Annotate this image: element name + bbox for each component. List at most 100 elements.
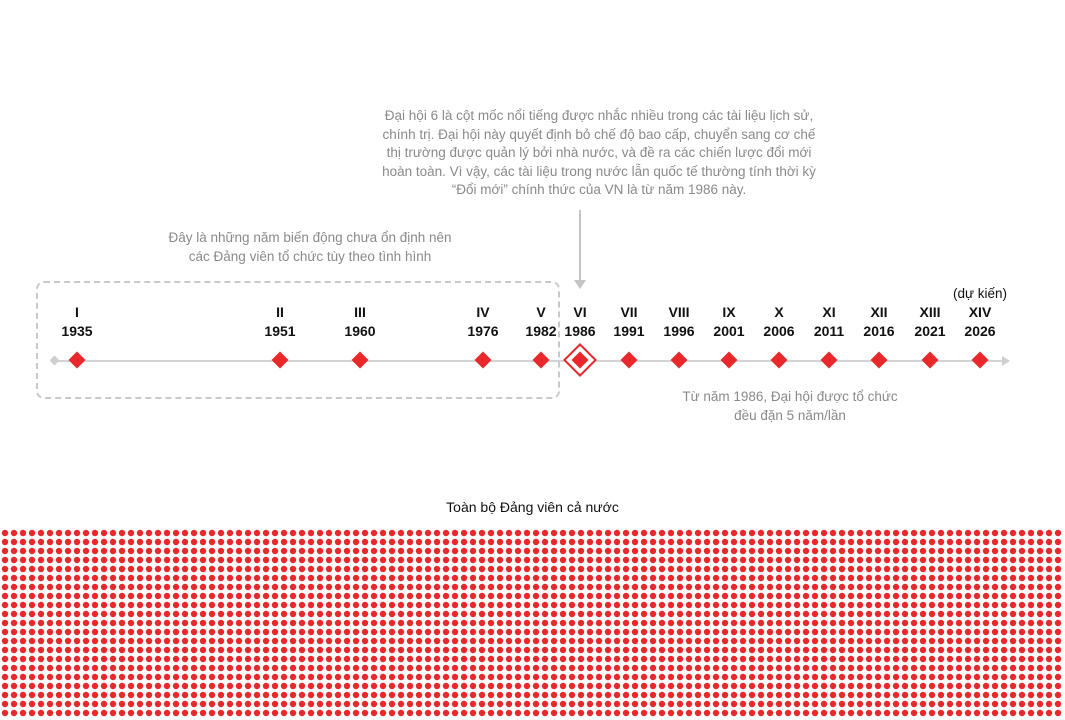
member-dot [685, 556, 693, 564]
member-dot [100, 592, 108, 600]
member-dot [874, 538, 882, 546]
member-dot [379, 601, 387, 609]
member-dot [820, 538, 828, 546]
member-dot [766, 592, 774, 600]
member-dot [496, 646, 504, 654]
member-dot [1018, 592, 1026, 600]
member-dot [217, 700, 225, 708]
member-dot [1045, 565, 1053, 573]
member-dot [982, 556, 990, 564]
member-dot [1036, 709, 1044, 717]
member-dot [730, 547, 738, 555]
member-dot [622, 655, 630, 663]
member-dot [739, 637, 747, 645]
member-dot [73, 610, 81, 618]
member-dot [1045, 664, 1053, 672]
member-dot [586, 637, 594, 645]
member-dot [883, 691, 891, 699]
member-dot [667, 601, 675, 609]
member-dot [928, 547, 936, 555]
member-dot [784, 592, 792, 600]
member-dot [343, 547, 351, 555]
member-dot [739, 565, 747, 573]
member-dot [577, 682, 585, 690]
member-dot [316, 583, 324, 591]
member-dot [703, 700, 711, 708]
member-dot [28, 646, 36, 654]
member-dot [316, 655, 324, 663]
member-dot [640, 709, 648, 717]
congress-marker-2016 [870, 351, 888, 369]
member-dot [325, 673, 333, 681]
member-dot [469, 610, 477, 618]
member-dot [64, 601, 72, 609]
member-dot [586, 682, 594, 690]
member-dot [928, 682, 936, 690]
member-dot [856, 637, 864, 645]
member-dot [775, 547, 783, 555]
member-dot [1, 673, 9, 681]
member-dot [757, 619, 765, 627]
member-dot [37, 646, 45, 654]
member-dot [685, 619, 693, 627]
member-dot [595, 610, 603, 618]
member-dot [712, 682, 720, 690]
member-dot [622, 682, 630, 690]
member-dot [892, 655, 900, 663]
member-dot [217, 682, 225, 690]
member-dot [748, 583, 756, 591]
member-dot [883, 628, 891, 636]
member-dot [1027, 565, 1035, 573]
member-dot [397, 655, 405, 663]
member-dot [280, 538, 288, 546]
member-dot [757, 700, 765, 708]
member-dot [649, 673, 657, 681]
member-dot [667, 547, 675, 555]
member-dot [955, 709, 963, 717]
member-dot [235, 700, 243, 708]
member-dot [604, 574, 612, 582]
member-dot [910, 592, 918, 600]
member-dot [334, 547, 342, 555]
member-dot [181, 646, 189, 654]
member-dot [262, 646, 270, 654]
member-dot [802, 655, 810, 663]
member-dot [442, 583, 450, 591]
member-dot [739, 583, 747, 591]
member-dot [37, 682, 45, 690]
member-dot [982, 628, 990, 636]
member-dot [91, 619, 99, 627]
member-dot [118, 655, 126, 663]
party-members-dot-grid [1, 529, 1062, 717]
member-dot [1009, 583, 1017, 591]
member-dot [415, 691, 423, 699]
member-dot [712, 592, 720, 600]
member-dot [1018, 574, 1026, 582]
member-dot [406, 529, 414, 537]
member-dot [451, 556, 459, 564]
member-dot [46, 646, 54, 654]
member-dot [712, 583, 720, 591]
member-dot [559, 610, 567, 618]
member-dot [883, 601, 891, 609]
member-dot [388, 574, 396, 582]
member-dot [721, 592, 729, 600]
member-dot [496, 574, 504, 582]
member-dot [154, 619, 162, 627]
member-dot [1009, 709, 1017, 717]
member-dot [73, 529, 81, 537]
member-dot [946, 529, 954, 537]
member-dot [118, 601, 126, 609]
member-dot [892, 610, 900, 618]
member-dot [541, 700, 549, 708]
member-dot [280, 709, 288, 717]
member-dot [199, 574, 207, 582]
member-dot [289, 547, 297, 555]
member-dot [730, 538, 738, 546]
member-dot [856, 565, 864, 573]
member-dot [775, 538, 783, 546]
member-dot [928, 646, 936, 654]
member-dot [712, 538, 720, 546]
member-dot [991, 574, 999, 582]
member-dot [856, 610, 864, 618]
